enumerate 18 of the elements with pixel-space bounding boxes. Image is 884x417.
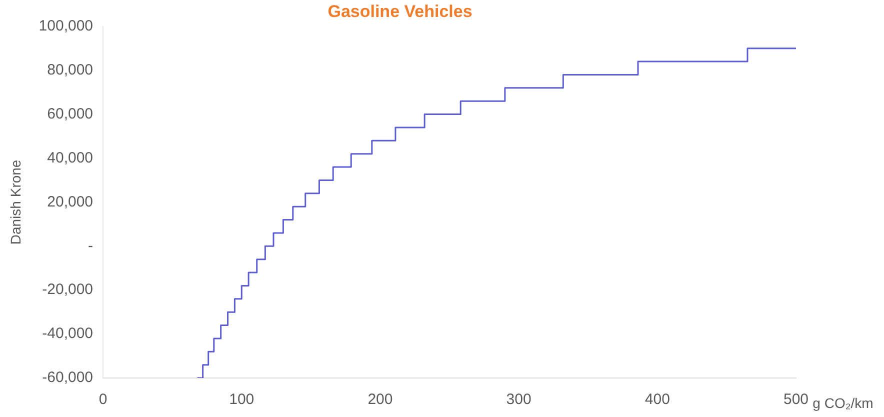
x-tick-label: 200 — [368, 391, 393, 408]
y-axis-title: Danish Krone — [7, 160, 24, 245]
y-tick-label: -40,000 — [42, 325, 94, 342]
x-tick-label: 300 — [506, 391, 532, 408]
y-tick-label: 80,000 — [47, 61, 94, 78]
x-tick-label: 0 — [98, 391, 108, 408]
y-tick-label: -60,000 — [42, 369, 94, 386]
y-tick-label: 40,000 — [47, 149, 94, 166]
chart-title: Gasoline Vehicles — [328, 2, 472, 21]
y-tick-label: - — [88, 237, 94, 254]
y-tick-label: 100,000 — [38, 18, 94, 35]
y-tick-label: -20,000 — [42, 281, 94, 298]
x-tick-label: 100 — [229, 391, 254, 408]
y-tick-label: 20,000 — [47, 193, 94, 210]
x-axis-title: g CO₂/km — [812, 394, 874, 411]
y-tick-label: 60,000 — [47, 105, 94, 122]
x-tick-label: 500 — [783, 391, 809, 408]
x-tick-label: 400 — [644, 391, 670, 408]
